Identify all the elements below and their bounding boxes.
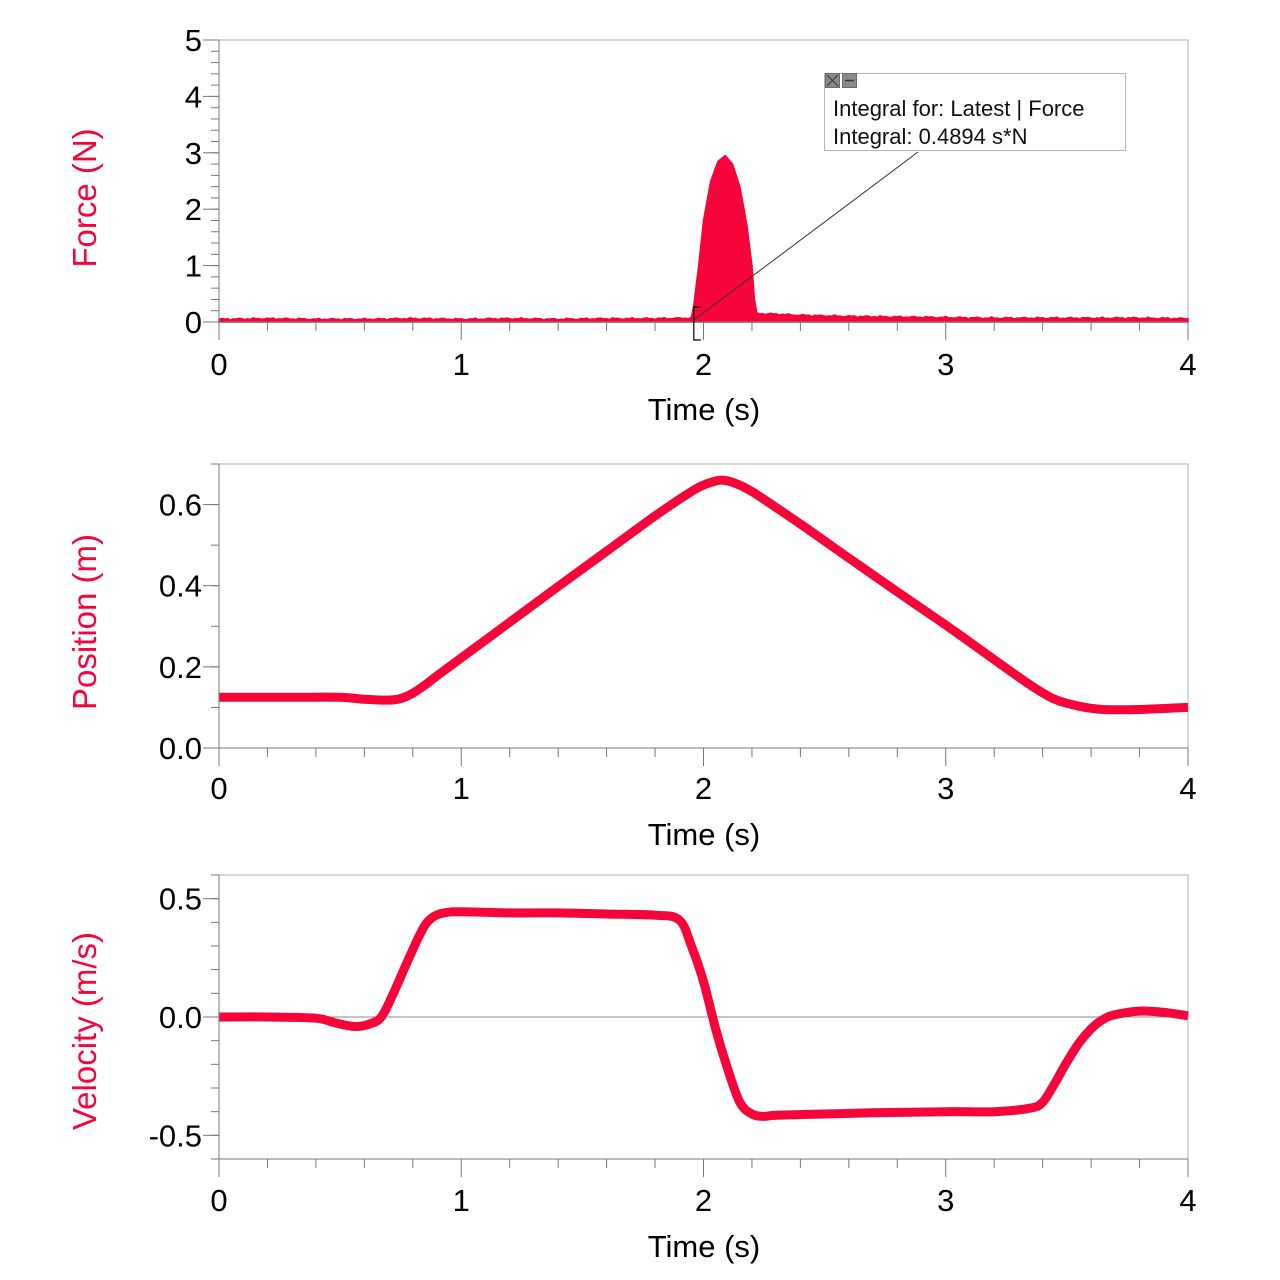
y-tick-label: -0.5 (149, 1118, 202, 1153)
y-tick-label: 0.0 (159, 731, 202, 766)
force-x-axis-title: Time (s) (648, 392, 761, 427)
x-tick-label: 2 (695, 771, 712, 806)
velocity-x-axis-title: Time (s) (648, 1229, 761, 1264)
x-tick-label: 3 (937, 1183, 954, 1218)
force-axes: 0 1 2 3 4 0 1 2 3 4 5 (185, 23, 1197, 382)
annotation-leader-line (693, 151, 919, 321)
x-tick-label: 1 (453, 1183, 470, 1218)
y-tick-label: 0 (185, 305, 202, 340)
x-tick-label: 1 (453, 347, 470, 382)
integral-start-bracket (693, 306, 701, 341)
y-tick-label: 3 (185, 136, 202, 171)
force-series (218, 154, 1189, 323)
position-y-axis-title: Position (m) (66, 534, 103, 710)
y-tick-label: 0.5 (159, 882, 202, 917)
x-tick-label: 0 (210, 771, 227, 806)
force-area (218, 154, 1189, 323)
velocity-y-axis-title: Velocity (m/s) (66, 932, 103, 1130)
velocity-axes: 0 1 2 3 4 -0.5 0.0 0.5 (149, 874, 1197, 1218)
x-tick-label: 3 (937, 771, 954, 806)
y-tick-label: 0.6 (159, 488, 202, 523)
x-tick-label: 4 (1179, 1183, 1196, 1218)
y-tick-label: 4 (185, 79, 202, 114)
close-icon[interactable] (825, 73, 840, 88)
position-plot-area[interactable] (218, 463, 1189, 749)
position-chart: 0 1 2 3 4 0.0 0.2 0.4 0.6 Position (m) Time (s) (66, 463, 1197, 852)
velocity-chart: 0 1 2 3 4 -0.5 0.0 0.5 Velocity (m/s) Time (s) (66, 874, 1197, 1264)
velocity-series (218, 907, 1189, 1121)
position-x-axis-title: Time (s) (648, 817, 761, 852)
x-tick-label: 0 (210, 1183, 227, 1218)
x-tick-label: 4 (1179, 347, 1196, 382)
x-tick-label: 4 (1179, 771, 1196, 806)
position-axes: 0 1 2 3 4 0.0 0.2 0.4 0.6 (159, 463, 1197, 806)
force-y-axis-title: Force (N) (66, 128, 103, 267)
x-tick-label: 2 (695, 1183, 712, 1218)
x-tick-label: 2 (695, 347, 712, 382)
y-tick-label: 0.4 (159, 569, 202, 604)
minimize-icon[interactable] (842, 73, 857, 88)
x-tick-label: 1 (453, 771, 470, 806)
y-tick-label: 2 (185, 192, 202, 227)
x-tick-label: 3 (937, 347, 954, 382)
x-tick-label: 0 (210, 347, 227, 382)
y-tick-label: 5 (185, 23, 202, 58)
y-tick-label: 1 (185, 249, 202, 284)
integral-annotation-box[interactable]: Integral for: Latest | Force Integral: 0… (824, 73, 1126, 151)
integral-for-label: Integral for: Latest | Force (833, 96, 1085, 121)
y-tick-label: 0.0 (159, 1000, 202, 1035)
integral-value-label: Integral: 0.4894 s*N (833, 124, 1028, 149)
integral-bracket-mark (693, 306, 701, 341)
y-tick-label: 0.2 (159, 650, 202, 685)
